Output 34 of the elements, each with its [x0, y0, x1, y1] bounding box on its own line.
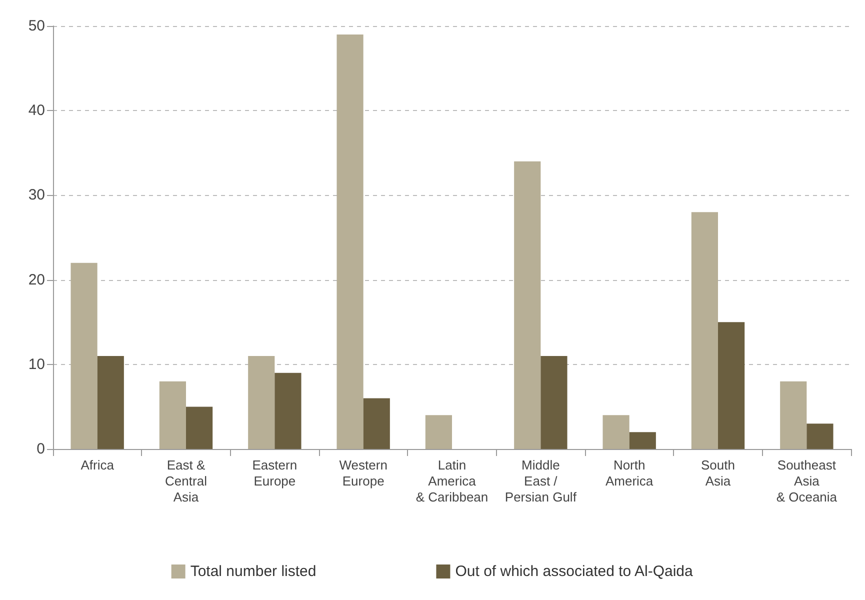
bar [159, 381, 186, 449]
bar [186, 406, 213, 449]
bar [425, 415, 452, 449]
bar [274, 372, 302, 449]
bar [70, 262, 98, 449]
legend-label: Out of which associated to Al-Qaida [455, 563, 694, 580]
bar [363, 398, 390, 449]
legend-label: Total number listed [190, 563, 316, 580]
bar [691, 212, 718, 449]
bar [336, 34, 364, 449]
bar [248, 356, 275, 449]
bar [718, 322, 745, 449]
bar [602, 415, 630, 449]
y-tick-label: 50 [28, 18, 45, 34]
y-tick-label: 0 [36, 440, 45, 458]
x-tick-label: Southeast Asia & Oceania [776, 458, 838, 504]
y-tick-label: 40 [28, 102, 45, 120]
y-tick-label: 20 [28, 271, 45, 288]
y-tick-label: 10 [28, 356, 45, 373]
x-tick-label: South Asia [701, 458, 735, 488]
x-tick-label: Africa [80, 458, 115, 472]
x-tick-label: Latin America & Caribbean [416, 458, 488, 504]
bar [806, 424, 834, 449]
y-tick-label: 30 [28, 186, 45, 204]
x-tick-label: Middle East / Persian Gulf [504, 458, 577, 504]
bar [629, 432, 656, 449]
bar [514, 161, 541, 449]
x-tick-label: Western Europe [339, 458, 388, 488]
bar [540, 356, 568, 449]
x-tick-label: East & Central Asia [165, 458, 208, 504]
bar [97, 356, 124, 449]
bar [780, 381, 807, 449]
x-tick-label: Eastern Europe [252, 458, 298, 488]
x-tick-label: North America [605, 458, 654, 488]
